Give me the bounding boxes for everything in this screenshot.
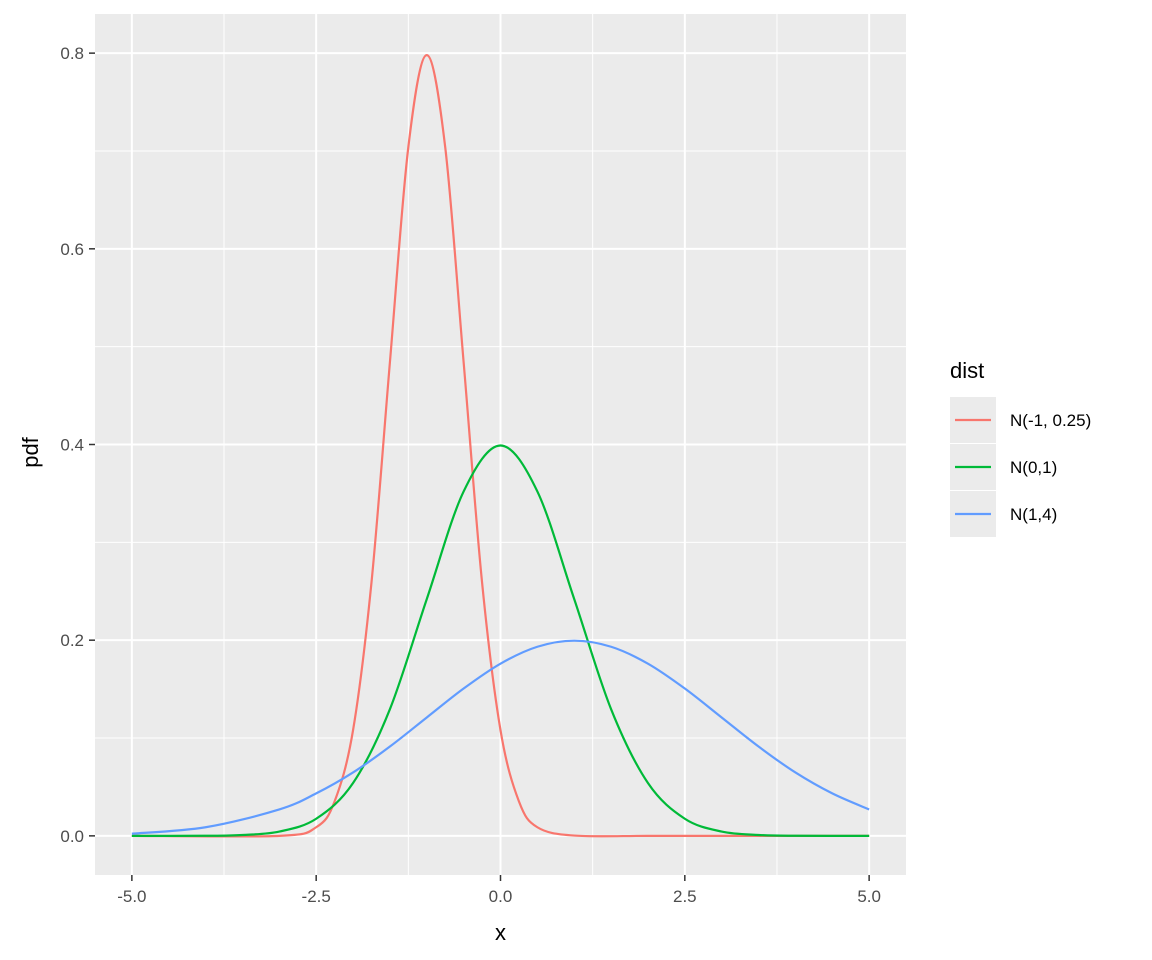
x-tick-label: -2.5 — [302, 887, 331, 906]
y-tick-label: 0.0 — [60, 827, 84, 846]
series-line-1 — [131, 444, 870, 837]
legend-title: dist — [950, 358, 984, 383]
legend-item: N(0,1) — [950, 444, 1057, 490]
x-tick-label: 2.5 — [673, 887, 697, 906]
legend-label: N(1,4) — [1010, 505, 1057, 524]
series-lines — [131, 53, 870, 838]
x-axis: -5.0 -2.5 0.0 2.5 5.0 — [117, 875, 881, 906]
series-line-0 — [131, 53, 870, 838]
y-axis-title: pdf — [18, 436, 43, 467]
y-tick-label: 0.2 — [60, 631, 84, 650]
legend-label: N(0,1) — [1010, 458, 1057, 477]
x-axis-title: x — [495, 920, 506, 945]
legend-label: N(-1, 0.25) — [1010, 411, 1091, 430]
legend-item: N(1,4) — [950, 491, 1057, 537]
y-tick-label: 0.4 — [60, 436, 84, 455]
y-tick-label: 0.6 — [60, 240, 84, 259]
x-tick-label: 5.0 — [857, 887, 881, 906]
legend: dist N(-1, 0.25) N(0,1) N(1,4) — [950, 358, 1091, 537]
y-axis: 0.0 0.2 0.4 0.6 0.8 — [60, 44, 95, 846]
legend-item: N(-1, 0.25) — [950, 397, 1091, 443]
y-tick-label: 0.8 — [60, 44, 84, 63]
x-tick-label: 0.0 — [489, 887, 513, 906]
series-line-2 — [131, 639, 870, 835]
x-tick-label: -5.0 — [117, 887, 146, 906]
